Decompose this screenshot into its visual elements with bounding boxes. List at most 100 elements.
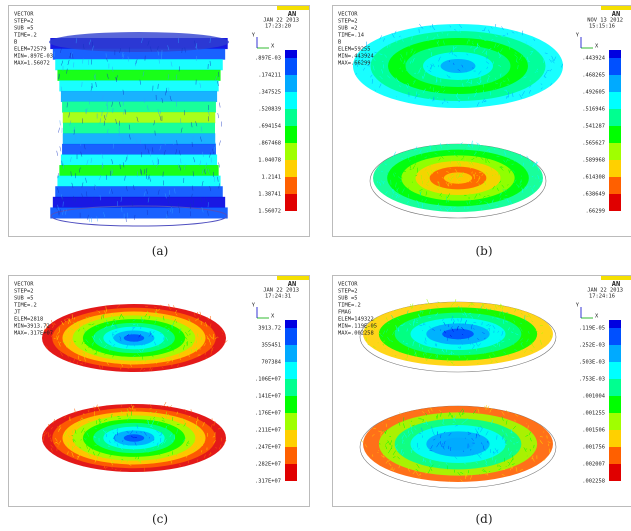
- vector: [208, 454, 211, 456]
- legend-label: .520839: [258, 107, 281, 113]
- logo: AN: [288, 280, 296, 288]
- vector: [502, 435, 504, 440]
- vector: [560, 63, 564, 68]
- vector: [93, 406, 95, 410]
- vector: [425, 191, 428, 196]
- vector: [186, 453, 188, 458]
- vector: [88, 346, 91, 348]
- vector: [217, 113, 219, 119]
- legend-swatch: [609, 143, 621, 160]
- vector: [449, 25, 451, 28]
- vector: [209, 334, 213, 339]
- ring: [442, 328, 474, 340]
- vector: [541, 87, 543, 90]
- band: [57, 69, 221, 81]
- vector: [391, 315, 395, 320]
- vector: [156, 162, 159, 168]
- vector: [457, 165, 459, 168]
- vector: [519, 54, 523, 61]
- vector: [152, 355, 154, 358]
- vector: [502, 188, 506, 193]
- vector: [407, 187, 410, 189]
- vector: [70, 52, 73, 58]
- vector: [57, 204, 59, 210]
- vector: [449, 446, 452, 452]
- vector: [477, 42, 479, 48]
- vector: [214, 336, 218, 340]
- vector: [94, 352, 97, 355]
- band: [62, 143, 216, 155]
- vector: [437, 208, 439, 211]
- vector: [174, 188, 176, 194]
- vector: [486, 56, 489, 60]
- vector: [366, 64, 370, 67]
- vector: [80, 417, 83, 420]
- vector: [457, 472, 461, 476]
- vector: [135, 59, 138, 65]
- vector: [501, 474, 505, 476]
- vector: [472, 409, 477, 415]
- vector: [479, 427, 483, 433]
- vector: [499, 197, 502, 201]
- legend-label: 1.2141: [262, 175, 281, 181]
- vector: [461, 340, 463, 345]
- vector: [120, 410, 123, 414]
- vector: [407, 82, 410, 87]
- vector: [419, 190, 422, 196]
- legend-label: .867468: [258, 141, 281, 147]
- vector: [472, 42, 474, 45]
- vector-field: [369, 140, 547, 219]
- header-line: FMAG: [338, 310, 351, 316]
- vector: [430, 63, 434, 67]
- vector: [535, 161, 539, 166]
- vector: [202, 421, 205, 427]
- vector: [465, 67, 467, 73]
- vector: [108, 349, 111, 352]
- vector: [201, 169, 204, 175]
- legend-swatch: [285, 194, 297, 211]
- vector: [173, 416, 176, 418]
- vector: [67, 451, 69, 455]
- vector: [466, 78, 470, 84]
- vector: [77, 420, 81, 424]
- vector: [385, 445, 388, 450]
- vector: [497, 330, 499, 333]
- vector: [387, 418, 391, 420]
- vector: [551, 60, 555, 64]
- legend-swatch: [609, 413, 621, 430]
- vector: [497, 449, 499, 452]
- vector: [393, 189, 395, 192]
- vector: [91, 345, 94, 351]
- logo-bar: [277, 6, 309, 10]
- legend-label: .247E+07: [255, 445, 281, 451]
- vector: [96, 454, 99, 460]
- vector: [165, 336, 168, 341]
- vector: [404, 358, 408, 361]
- vector: [522, 30, 524, 36]
- header-line: SUB =5: [338, 296, 357, 302]
- vector: [481, 302, 485, 308]
- vector: [400, 54, 403, 59]
- vector: [90, 157, 92, 163]
- vector: [381, 455, 384, 457]
- vector: [122, 89, 124, 95]
- vector: [388, 459, 391, 462]
- vector: [478, 455, 482, 459]
- vector: [392, 330, 395, 336]
- vector: [73, 126, 75, 133]
- vector: [482, 29, 485, 32]
- vector: [202, 438, 205, 444]
- vector: [529, 343, 532, 345]
- vector: [461, 413, 465, 415]
- vector: [204, 169, 206, 175]
- vector: [471, 171, 473, 174]
- vector: [437, 203, 439, 207]
- vector: [434, 169, 438, 172]
- vector: [194, 312, 196, 317]
- band: [55, 59, 223, 71]
- vector: [395, 187, 400, 192]
- vector: [212, 435, 216, 438]
- legend-swatch: [285, 160, 297, 177]
- vector: [425, 349, 428, 354]
- axis-label: Y: [576, 33, 580, 39]
